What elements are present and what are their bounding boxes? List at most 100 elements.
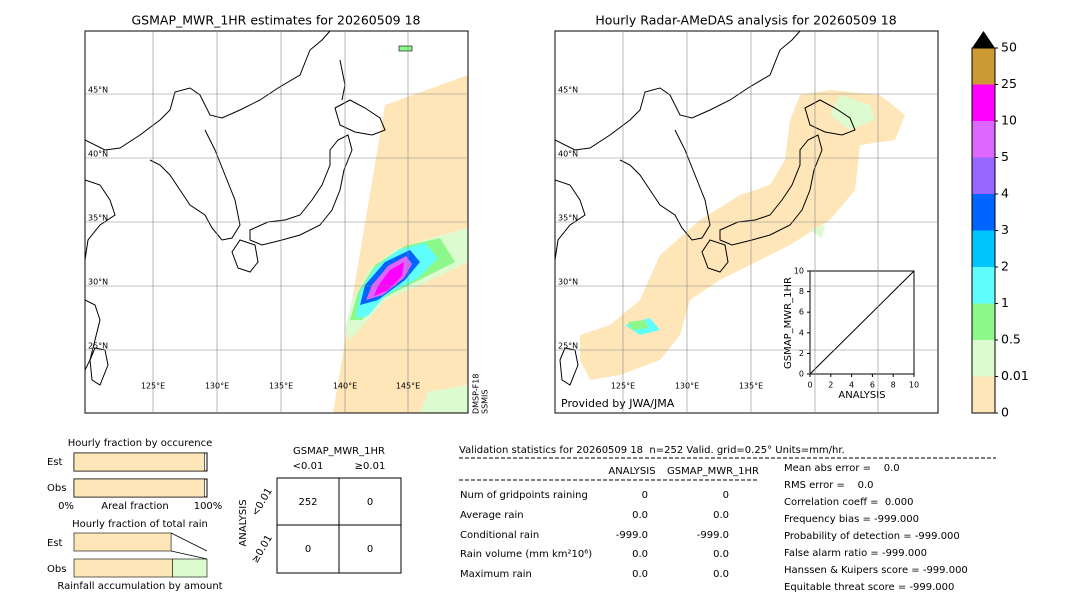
score: Probability of detection = -999.000 <box>784 531 960 542</box>
score: Equitable threat score = -999.000 <box>784 582 954 593</box>
table-cell: 0 <box>723 490 729 501</box>
bar <box>73 532 172 552</box>
score: False alarm ratio = -999.000 <box>784 548 927 559</box>
score: Frequency bias = -999.000 <box>784 514 919 525</box>
right-map <box>554 30 939 414</box>
lon-label: 125°E <box>611 382 635 391</box>
colorbar-extend <box>972 31 995 48</box>
sensor-label: SSMIS <box>481 390 490 415</box>
row-label: Est <box>47 538 63 549</box>
colorbar-segment <box>972 303 995 340</box>
table-cell: 0 <box>305 544 311 555</box>
y-axis-label: GSMAP_MWR_1HR <box>783 277 794 369</box>
panel-title: Hourly fraction of total rain <box>72 519 208 530</box>
table-cell: 0 <box>367 497 373 508</box>
row-label: Average rain <box>460 510 524 521</box>
map-title: Hourly Radar-AMeDAS analysis for 2026050… <box>595 13 896 28</box>
table-cell: -999.0 <box>616 530 648 541</box>
score: Mean abs error = 0.0 <box>784 463 900 474</box>
credit: Provided by JWA/JMA <box>561 397 675 410</box>
x-tick-label: 4 <box>849 381 854 390</box>
bar <box>73 478 205 498</box>
table-cell: 0 <box>642 490 648 501</box>
lat-label: 40°N <box>558 150 578 159</box>
colorbar-label: 3 <box>1001 222 1009 237</box>
lat-label: 35°N <box>558 214 578 223</box>
y-tick-label: 0 <box>799 370 804 379</box>
lat-label: 25°N <box>558 342 578 351</box>
y-tick-label: 4 <box>799 328 804 337</box>
colorbar-label: 10 <box>1001 113 1017 128</box>
colorbar-label: 50 <box>1001 40 1017 55</box>
colorbar-segment <box>972 230 995 267</box>
y-tick-label: 10 <box>794 267 804 276</box>
table-cell: 0.0 <box>713 549 729 560</box>
row-label: Obs <box>47 564 66 575</box>
x-tick-label: 6 <box>870 381 875 390</box>
table-cell: 0 <box>367 544 373 555</box>
lat-label: 30°N <box>88 278 108 287</box>
colorbar-segment <box>972 267 995 304</box>
sensor-label: DMSP-F18 <box>472 374 481 414</box>
bar <box>73 558 173 578</box>
colorbar-segment <box>972 340 995 377</box>
score: RMS error = 0.0 <box>784 480 874 491</box>
x-tick-label: 10 <box>909 381 919 390</box>
row-label: <0.01 <box>250 486 275 518</box>
row-label: Rain volume (mm km²10⁶) <box>460 549 592 560</box>
colorbar-label: 0.01 <box>1001 368 1029 383</box>
lat-label: 35°N <box>88 214 108 223</box>
lon-label: 145°E <box>396 382 420 391</box>
table-cell: 0.0 <box>713 510 729 521</box>
y-tick-label: 6 <box>799 308 804 317</box>
table-cell: 0.0 <box>632 549 648 560</box>
bar <box>172 558 208 578</box>
lon-label: 135°E <box>269 382 293 391</box>
x-tick-label: 0 <box>807 381 812 390</box>
lat-label: 45°N <box>558 86 578 95</box>
column-label: ≥0.01 <box>355 461 386 472</box>
inset-diagonal <box>809 270 915 375</box>
lat-label: 30°N <box>558 278 578 287</box>
table-cell: -999.0 <box>697 530 729 541</box>
y-tick-label: 2 <box>799 349 804 358</box>
lat-label: 45°N <box>88 86 108 95</box>
panel-title: Hourly fraction by occurence <box>68 438 212 449</box>
validation-header: Validation statistics for 20260509 18 n=… <box>459 445 845 456</box>
lon-label: 135°E <box>739 382 763 391</box>
row-title: ANALYSIS <box>238 499 249 546</box>
colorbar-label: 1 <box>1001 295 1009 310</box>
axis-label: 100% <box>194 501 223 512</box>
colorbar-segment <box>972 157 995 194</box>
colorbar-label: 25 <box>1001 76 1017 91</box>
y-tick-label: 8 <box>799 287 804 296</box>
axis-label: 0% <box>58 501 74 512</box>
colorbar-label: 5 <box>1001 149 1009 164</box>
table-title: GSMAP_MWR_1HR <box>293 446 385 457</box>
row-label: Est <box>47 457 63 468</box>
left-map <box>84 30 469 414</box>
colorbar-segment <box>972 48 995 85</box>
lon-label: 125°E <box>141 382 165 391</box>
row-label: Obs <box>47 483 66 494</box>
table-cell: 0.0 <box>632 569 648 580</box>
x-tick-label: 8 <box>891 381 896 390</box>
lon-label: 130°E <box>675 382 699 391</box>
colorbar-label: 0 <box>1001 405 1009 420</box>
lon-label: 130°E <box>205 382 229 391</box>
row-label: ≥0.01 <box>250 533 275 565</box>
score: Correlation coeff = 0.000 <box>784 497 914 508</box>
connector <box>170 532 208 560</box>
row-label: Num of gridpoints raining <box>460 490 588 501</box>
column-label: ANALYSIS <box>608 466 655 477</box>
x-axis-label: ANALYSIS <box>838 390 885 401</box>
colorbar-label: 4 <box>1001 186 1009 201</box>
lon-label: 140°E <box>333 382 357 391</box>
table-cell: 0.0 <box>632 510 648 521</box>
x-tick-label: 2 <box>828 381 833 390</box>
column-label: <0.01 <box>293 461 324 472</box>
bar <box>73 452 205 472</box>
row-label: Maximum rain <box>460 569 532 580</box>
column-label: GSMAP_MWR_1HR <box>667 466 759 477</box>
score: Hanssen & Kuipers score = -999.000 <box>784 565 968 576</box>
